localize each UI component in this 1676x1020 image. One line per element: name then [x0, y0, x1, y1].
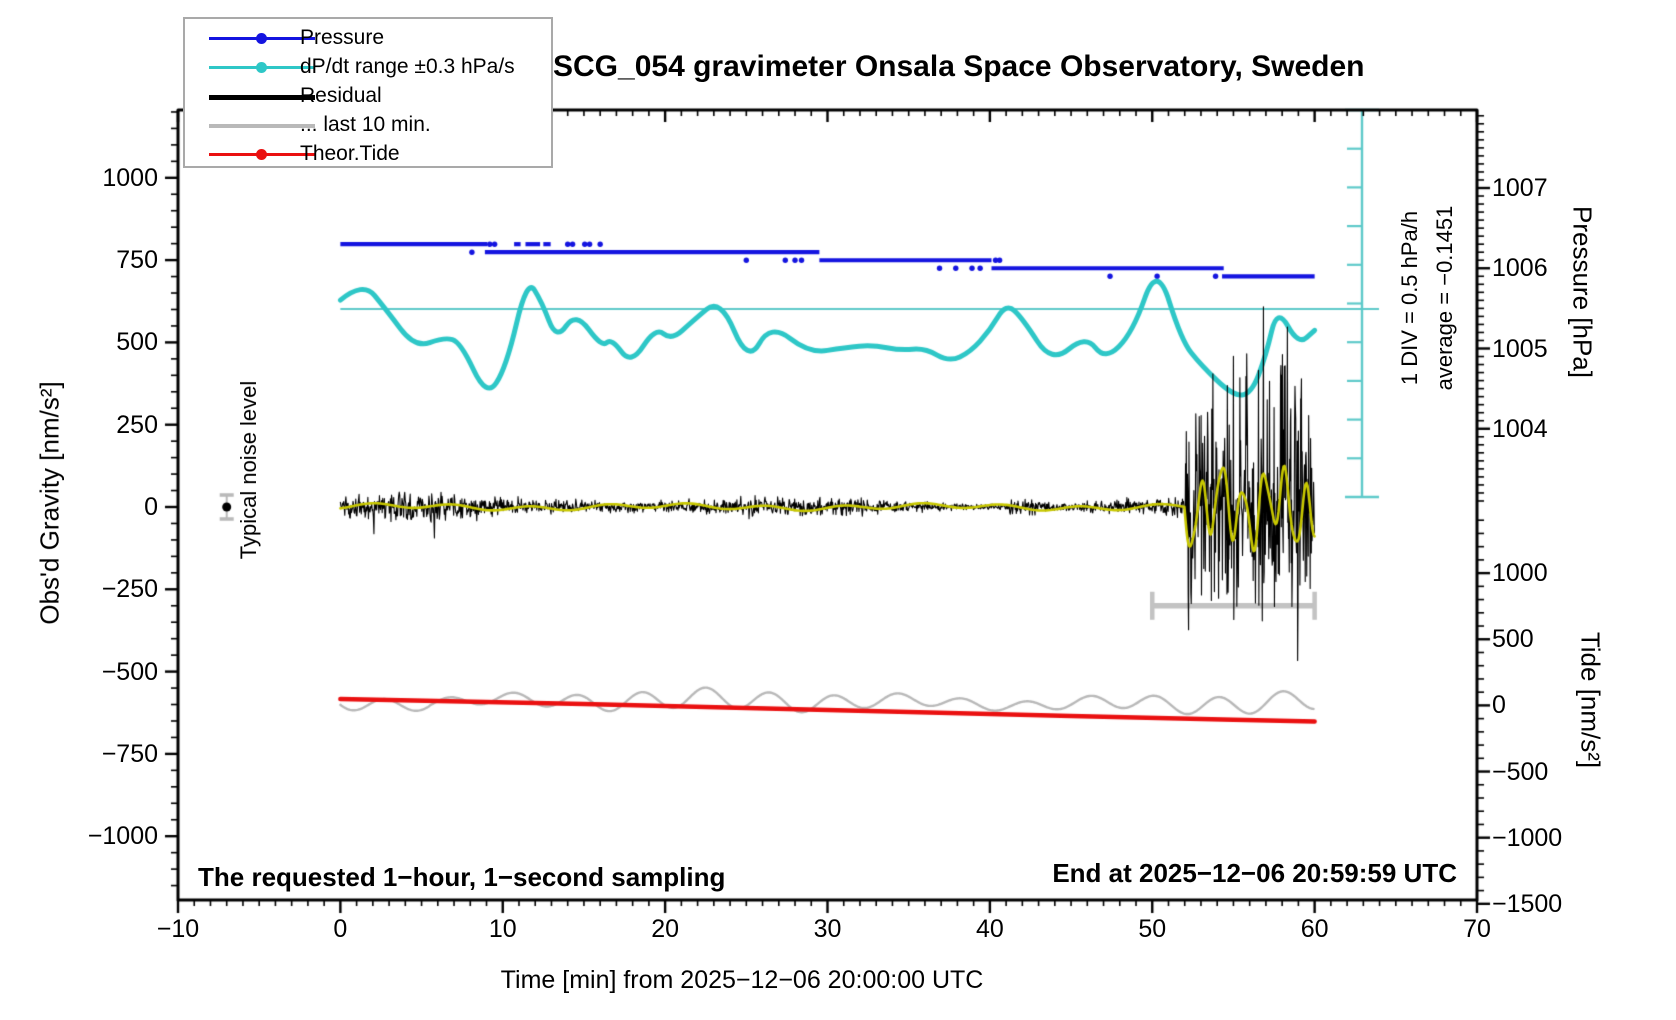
legend: Pressure dP/dt range ±0.3 hPa/s Residual..… — [183, 17, 553, 168]
sampling-note: The requested 1−hour, 1−second sampling — [198, 862, 726, 892]
tick-label: 750 — [116, 246, 158, 275]
tick-label: 1004 — [1492, 414, 1548, 443]
tick-label: 0 — [333, 915, 348, 943]
tick-label: −500 — [1492, 757, 1549, 786]
noise-level-label: Typical noise level — [236, 380, 261, 560]
legend-item-label: Theor.Tide — [300, 142, 400, 165]
tick-label: 500 — [116, 328, 158, 357]
tick-label: −10 — [156, 915, 200, 943]
tick-label: 1000 — [102, 163, 158, 192]
tick-label: 250 — [116, 410, 158, 439]
tick-label: −500 — [101, 657, 158, 686]
tick-label: 1000 — [1492, 559, 1548, 588]
tick-label: 40 — [975, 915, 1004, 943]
tick-label: 70 — [1463, 915, 1491, 943]
legend-item-label: Residual — [300, 84, 382, 107]
tick-label: 1007 — [1492, 174, 1548, 202]
page-title: SCG_054 gravimeter Onsala Space Observat… — [553, 50, 1365, 83]
legend-item-theor-tide: Theor.Tide — [185, 139, 551, 169]
tick-label: 10 — [488, 915, 517, 943]
x-axis-label: Time [min] from 2025−12−06 20:00:00 UTC — [500, 966, 984, 994]
legend-item-label: Pressure — [300, 26, 385, 49]
tick-label: −750 — [101, 739, 158, 768]
tick-label: 500 — [1492, 625, 1534, 654]
legend-item-label: dP/dt range ±0.3 hPa/s — [300, 55, 515, 78]
tick-label: −1500 — [1492, 889, 1563, 918]
div-scale-note: 1 DIV = 0.5 hPa/h — [1397, 210, 1422, 386]
legend-item-residual: Residual — [185, 81, 551, 111]
tick-label: −1000 — [87, 822, 158, 851]
average-note: average = −0.1451 — [1432, 205, 1457, 391]
legend-item-pressure: Pressure — [185, 23, 551, 53]
tick-label: 1006 — [1492, 254, 1548, 283]
tick-label: 0 — [1492, 691, 1506, 720]
tick-label: 0 — [144, 493, 158, 521]
tick-label: 1005 — [1492, 334, 1548, 363]
tick-label: 60 — [1300, 915, 1329, 943]
tick-label: 50 — [1138, 915, 1167, 943]
end-time-note: End at 2025−12−06 20:59:59 UTC — [1052, 858, 1457, 888]
legend-item-last-10-min: ... last 10 min. — [185, 110, 551, 140]
tick-label: −1000 — [1492, 823, 1563, 852]
tick-label: −250 — [101, 575, 158, 604]
legend-item-dp-dt-range-0-3-hpa-s: dP/dt range ±0.3 hPa/s — [185, 52, 551, 82]
tick-label: 30 — [813, 915, 842, 943]
tick-label: 20 — [651, 915, 680, 943]
legend-item-label: ... last 10 min. — [300, 113, 431, 136]
